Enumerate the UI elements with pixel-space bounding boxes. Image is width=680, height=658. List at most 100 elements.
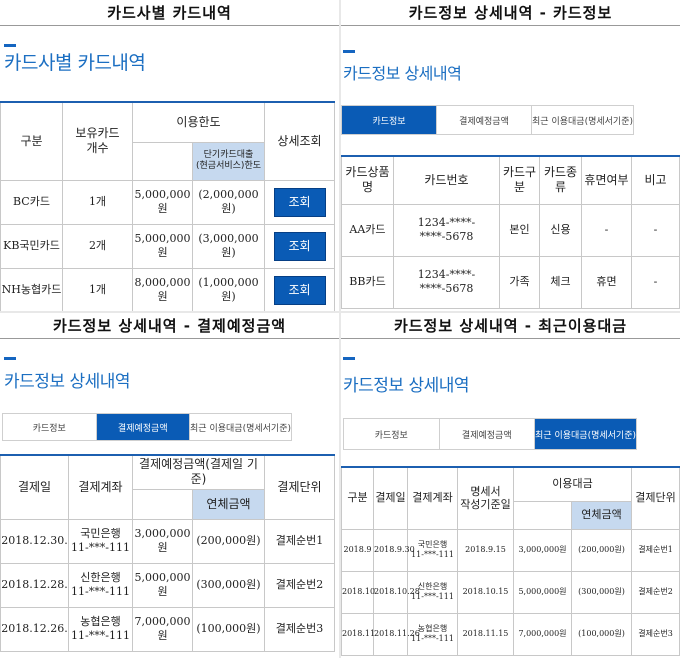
inquiry-button[interactable]: 조회 (273, 231, 326, 261)
header-card-class: 카드구분 (499, 155, 540, 205)
table-row: NH농협카드 1개 8,000,000원 (1,000,000원) 조회 (0, 267, 336, 311)
cell-account: 농협은행 11-***-111 (407, 612, 458, 656)
cell-type: NH농협카드 (0, 267, 63, 311)
title-accent (4, 357, 16, 360)
account-number: 11-***-111 (71, 629, 130, 642)
detail-tabs: 카드정보 결제예정금액 최근 이용대금(명세서기준) (343, 418, 637, 450)
cell-type: KB국민카드 (0, 223, 63, 269)
card-company-panel: 카드사별 카드내역 카드사별 카드내역 구분 보유카드 개수 이용한도 상세조회… (0, 0, 339, 311)
cell-account: 신한은행 11-***-111 (407, 570, 458, 614)
bank-name: 국민은행 (80, 527, 121, 541)
cell-account: 신한은행 11-***-111 (68, 562, 133, 608)
cell-type: 2018.10 (341, 570, 375, 614)
cell-date: 2018.9.30 (373, 528, 415, 572)
cell: 휴면 (581, 255, 632, 309)
cell: 가족 (499, 255, 540, 309)
cell: 1234-****-****-5678 (393, 203, 500, 257)
tab-card-info[interactable]: 카드정보 (3, 414, 97, 440)
bank-name: 신한은행 (80, 571, 121, 585)
cell: - (631, 203, 680, 257)
cell-overdue: (300,000원) (570, 570, 633, 614)
header-type: 구분 (341, 466, 374, 530)
table-row: AA카드 1234-****-****-5678 본인 신용 - - (341, 203, 680, 257)
card-company-table: 구분 보유카드 개수 이용한도 상세조회 단기카드대출 (현금서비스)한도 BC… (0, 101, 336, 311)
tab-payment-due[interactable]: 결제예정금액 (437, 106, 533, 134)
header-unit: 결제단위 (264, 454, 335, 520)
inquiry-button[interactable]: 조회 (273, 187, 326, 217)
header-card-kind: 카드종류 (539, 155, 582, 205)
header-dormant: 휴면여부 (581, 155, 632, 205)
table-row: 2018.9 2018.9.30 국민은행 11-***-111 2018.9.1… (341, 528, 680, 572)
cell-account: 국민은행 11-***-111 (407, 528, 458, 572)
table-row: 2018.11 2018.11.26 농협은행 11-***-111 2018.1… (341, 612, 680, 656)
cell-statement-date: 2018.10.15 (457, 570, 514, 614)
cell: AA카드 (341, 203, 394, 257)
cell-owned: 1개 (62, 179, 133, 225)
header-note: 비고 (631, 155, 680, 205)
cell-amount: 7,000,000원 (132, 606, 193, 652)
cell: - (631, 255, 680, 309)
card-info-table: 카드상품명 카드번호 카드구분 카드종류 휴면여부 비고 AA카드 1234-*… (341, 155, 680, 309)
tab-card-info[interactable]: 카드정보 (344, 419, 440, 449)
account-number: 11-***-111 (411, 634, 454, 643)
tab-recent-usage[interactable]: 최근 이용대금(명세서기준) (532, 116, 633, 127)
payment-due-panel: 카드정보 상세내역 - 결제예정금액 카드정보 상세내역 카드정보 결제예정금액… (0, 313, 339, 658)
cell-type: BC카드 (0, 179, 63, 225)
title-accent (343, 357, 355, 360)
cell-overdue: (200,000원) (570, 528, 633, 572)
cell-overdue: (200,000원) (192, 518, 265, 564)
header-overdue: 연체금액 (192, 488, 265, 520)
cell-unit: 결제순번3 (631, 612, 680, 656)
payment-due-table: 결제일 결제계좌 결제예정금액(결제일 기준) 결제단위 연체금액 2018.1… (0, 454, 335, 652)
header-short-loan-limit: 단기카드대출 (현금서비스)한도 (191, 141, 266, 181)
detail-tabs: 카드정보 결제예정금액 최근 이용대금(명세서기준) (2, 413, 292, 441)
tab-payment-due[interactable]: 결제예정금액 (96, 414, 191, 440)
inquiry-button[interactable]: 조회 (273, 275, 326, 305)
cell-amount: 5,000,000원 (132, 562, 193, 608)
panel-heading: 카드사별 카드내역 (0, 0, 339, 26)
cell-short-limit: (2,000,000원) (191, 179, 266, 225)
cell-unit: 결제순번3 (264, 606, 335, 652)
cell-overdue: (100,000원) (192, 606, 265, 652)
table-row: KB국민카드 2개 5,000,000원 (3,000,000원) 조회 (0, 223, 336, 269)
table-row: 2018.12.26. 농협은행 11-***-111 7,000,000원 (1… (0, 606, 335, 652)
panel-heading: 카드정보 상세내역 - 카드정보 (341, 0, 680, 26)
cell-type: 2018.11 (341, 612, 375, 656)
header-overdue: 연체금액 (570, 500, 633, 530)
tab-card-info[interactable]: 카드정보 (342, 106, 438, 134)
header-usage: 이용대금 (512, 466, 633, 502)
cell-unit: 결제순번2 (264, 562, 335, 608)
cell-unit: 결제순번1 (264, 518, 335, 564)
panel-heading: 카드정보 상세내역 - 최근이용대금 (341, 313, 680, 339)
cell: - (581, 203, 632, 257)
page-title: 카드정보 상세내역 (343, 376, 470, 396)
table-row: BC카드 1개 5,000,000원 (2,000,000원) 조회 (0, 179, 336, 225)
account-number: 11-***-111 (411, 592, 454, 601)
cell-date: 2018.11.26 (373, 612, 420, 656)
cell-date: 2018.12.28. (0, 562, 69, 608)
cell-owned: 2개 (62, 223, 133, 269)
cell-amount: 7,000,000원 (513, 612, 572, 656)
table-row: 2018.10 2018.10.28 신한은행 11-***-111 2018.1… (341, 570, 680, 614)
tab-payment-due[interactable]: 결제예정금액 (440, 419, 536, 449)
header-date: 결제일 (373, 466, 408, 530)
cell-amount: 3,000,000원 (513, 528, 572, 572)
cell-limit: 5,000,000원 (132, 223, 193, 269)
cell-owned: 1개 (62, 267, 133, 311)
tab-recent-usage[interactable]: 최근 이용대금(명세서기준) (535, 419, 636, 449)
header-product: 카드상품명 (341, 155, 394, 205)
table-row: 2018.12.30. 국민은행 11-***-111 3,000,000원 (2… (0, 518, 335, 564)
cell-date: 2018.12.26. (0, 606, 69, 652)
account-number: 11-***-111 (71, 541, 130, 554)
cell-account: 농협은행 11-***-111 (68, 606, 133, 652)
cell: 본인 (499, 203, 540, 257)
recent-usage-panel: 카드정보 상세내역 - 최근이용대금 카드정보 상세내역 카드정보 결제예정금액… (341, 313, 680, 658)
cell-amount: 5,000,000원 (513, 570, 572, 614)
cell-unit: 결제순번1 (631, 528, 680, 572)
cell-overdue: (100,000원) (570, 612, 633, 656)
bank-name: 농협은행 (80, 615, 121, 629)
tab-recent-usage[interactable]: 최근 이용대금(명세서기준) (190, 423, 291, 434)
recent-usage-table: 구분 결제일 결제계좌 명세서 작성기준일 이용대금 결제단위 연체금액 201… (341, 466, 680, 656)
header-owned: 보유카드 개수 (62, 101, 133, 181)
